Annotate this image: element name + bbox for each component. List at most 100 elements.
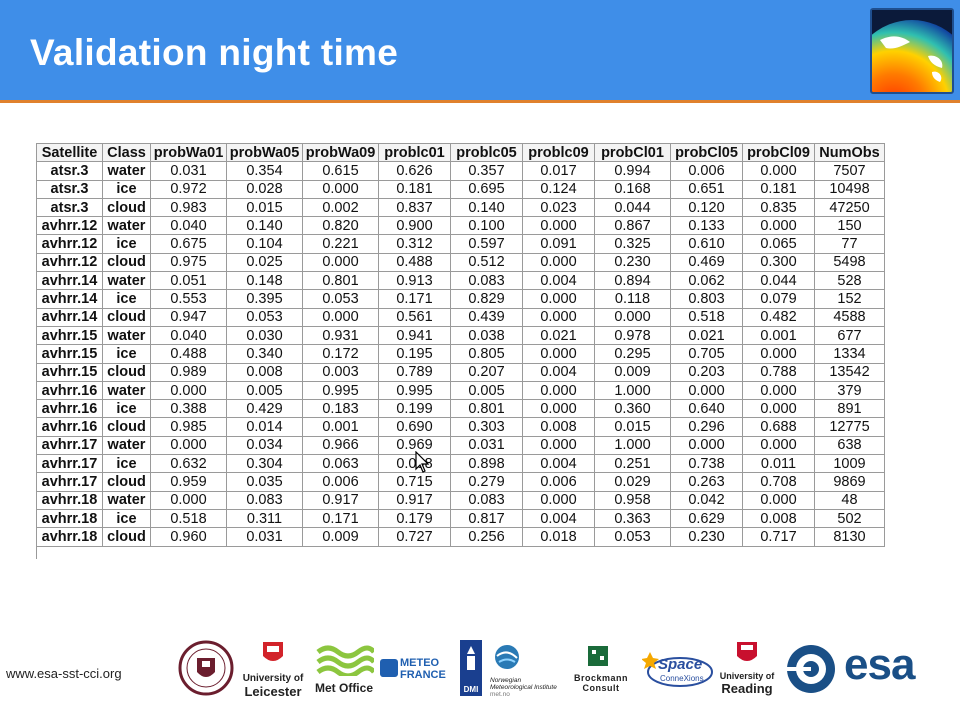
class-cell: water	[102, 435, 151, 456]
probability-cell: 0.688	[742, 417, 815, 437]
table-row: avhrr.18 water 0.000 0.083 0.917 0.917 0.083 0.…	[36, 490, 885, 510]
class-cell: water	[102, 216, 151, 236]
probability-cell: 0.000	[150, 435, 227, 456]
probability-cell: 0.867	[594, 216, 671, 236]
probability-cell: 0.632	[150, 454, 227, 474]
probability-cell: 0.034	[226, 435, 303, 456]
satellite-cell: avhrr.14	[36, 271, 103, 291]
column-header: Class	[102, 142, 151, 163]
satellite-cell: avhrr.18	[36, 490, 103, 510]
probability-cell: 0.083	[450, 490, 523, 510]
probability-cell: 0.044	[742, 271, 815, 291]
meteo-france-line2: FRANCE	[400, 669, 446, 681]
probability-cell: 0.021	[670, 325, 743, 346]
probability-cell: 0.985	[150, 417, 227, 437]
probability-cell: 0.083	[226, 490, 303, 510]
probability-cell: 0.000	[742, 344, 815, 364]
probability-cell: 0.675	[150, 234, 227, 254]
probability-cell: 0.610	[670, 234, 743, 254]
probability-cell: 0.439	[450, 307, 523, 327]
probability-cell: 0.000	[522, 216, 595, 236]
met-office-text: Met Office	[314, 681, 373, 695]
probability-cell: 0.000	[522, 490, 595, 510]
probability-cell: 0.488	[150, 344, 227, 364]
reading-logo: University of Reading	[716, 640, 778, 698]
column-header: probWa01	[150, 142, 227, 163]
numobs-cell: 7507	[814, 161, 885, 181]
class-cell: water	[102, 325, 151, 346]
numobs-cell: 1009	[814, 454, 885, 474]
class-cell: ice	[102, 508, 151, 529]
probability-cell: 0.000	[742, 216, 815, 236]
space-connexions-logo: Space ConneXions	[642, 646, 714, 694]
probability-cell: 0.195	[378, 344, 451, 364]
probability-cell: 0.727	[378, 527, 451, 547]
validation-table: Satellite Class probWa01 probWa05 probWa09 pr…	[36, 142, 885, 547]
probability-cell: 0.172	[302, 344, 379, 364]
probability-cell: 0.931	[302, 325, 379, 346]
probability-cell: 0.171	[302, 508, 379, 529]
numobs-cell: 150	[814, 216, 885, 236]
class-cell: cloud	[102, 362, 151, 382]
probability-cell: 0.312	[378, 234, 451, 254]
probability-cell: 0.429	[226, 399, 303, 419]
probability-cell: 0.801	[302, 271, 379, 291]
table-row: avhrr.18 ice 0.518 0.311 0.171 0.179 0.817 0.00…	[36, 508, 885, 529]
probability-cell: 0.303	[450, 417, 523, 437]
column-header: problc09	[522, 142, 595, 163]
probability-cell: 0.100	[450, 216, 523, 236]
numobs-cell: 152	[814, 289, 885, 309]
probability-cell: 0.941	[378, 325, 451, 346]
meteo-france-logo: METEO FRANCE	[380, 655, 446, 685]
metno-logo: Norwegian Meteorological Institute met.n…	[490, 642, 560, 698]
leicester-line1: University of	[242, 673, 304, 684]
probability-cell: 0.221	[302, 234, 379, 254]
probability-cell: 0.004	[522, 362, 595, 382]
table-row: avhrr.18 cloud 0.960 0.031 0.009 0.727 0.256 0.…	[36, 527, 885, 547]
probability-cell: 0.025	[226, 252, 303, 273]
probability-cell: 0.803	[670, 289, 743, 309]
probability-cell: 0.300	[742, 252, 815, 273]
probability-cell: 0.008	[226, 362, 303, 382]
probability-cell: 0.040	[150, 325, 227, 346]
probability-cell: 0.837	[378, 197, 451, 218]
probability-cell: 0.148	[226, 271, 303, 291]
table-row: avhrr.17 ice 0.632 0.304 0.063 0.098 0.898 0.00…	[36, 454, 885, 474]
reading-line2: Reading	[721, 681, 773, 696]
class-cell: cloud	[102, 472, 151, 492]
probability-cell: 0.031	[450, 435, 523, 456]
probability-cell: 0.009	[594, 362, 671, 382]
probability-cell: 0.000	[742, 161, 815, 181]
probability-cell: 0.917	[302, 490, 379, 510]
satellite-cell: avhrr.12	[36, 234, 103, 254]
probability-cell: 0.640	[670, 399, 743, 419]
probability-cell: 1.000	[594, 380, 671, 401]
satellite-cell: avhrr.17	[36, 435, 103, 456]
numobs-cell: 638	[814, 435, 885, 456]
brockmann-line2: Consult	[582, 683, 620, 693]
sst-cci-globe-logo	[870, 8, 954, 94]
probability-cell: 0.000	[670, 435, 743, 456]
esa-wordmark: esa	[844, 640, 915, 689]
satellite-cell: atsr.3	[36, 161, 103, 181]
footer-url[interactable]: www.esa-sst-cci.org	[6, 666, 122, 681]
probability-cell: 0.001	[742, 325, 815, 346]
class-cell: cloud	[102, 527, 151, 547]
probability-cell: 0.000	[522, 252, 595, 273]
numobs-cell: 5498	[814, 252, 885, 273]
space-line2: ConneXions	[660, 674, 704, 683]
probability-cell: 0.000	[742, 435, 815, 456]
probability-cell: 0.230	[594, 252, 671, 273]
probability-cell: 0.651	[670, 179, 743, 199]
probability-cell: 0.000	[522, 307, 595, 327]
satellite-cell: avhrr.15	[36, 344, 103, 364]
probability-cell: 0.011	[742, 454, 815, 474]
probability-cell: 0.000	[742, 380, 815, 401]
probability-cell: 0.488	[378, 252, 451, 273]
probability-cell: 0.972	[150, 179, 227, 199]
probability-cell: 0.207	[450, 362, 523, 382]
numobs-cell: 502	[814, 508, 885, 529]
probability-cell: 0.913	[378, 271, 451, 291]
probability-cell: 0.296	[670, 417, 743, 437]
class-cell: water	[102, 161, 151, 181]
